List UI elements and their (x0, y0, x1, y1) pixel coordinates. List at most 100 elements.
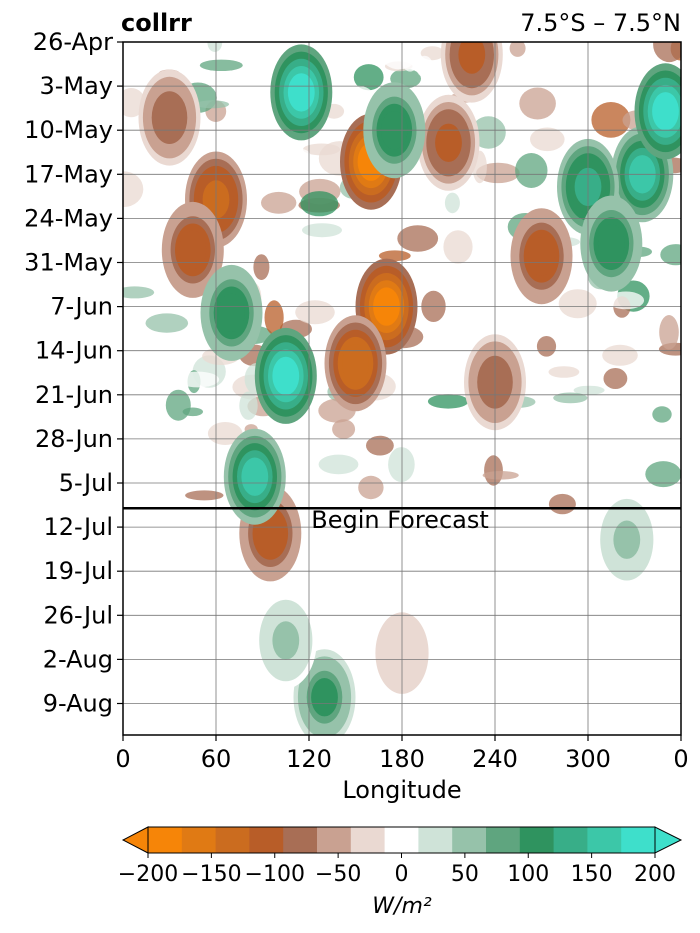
y-tick-label: 28-Jun (35, 425, 113, 453)
contour-band (597, 224, 625, 263)
x-tick-label: 0 (673, 745, 688, 773)
negative-anomaly-feature (161, 201, 224, 298)
contour-band (156, 98, 183, 137)
anomaly-speckle (207, 42, 223, 52)
contour-band (241, 457, 269, 496)
anomaly-speckle (607, 291, 645, 310)
anomaly-speckle (602, 344, 638, 366)
anomaly-speckle (558, 289, 597, 319)
colorbar-swatch (452, 827, 487, 853)
colorbar-swatch (587, 827, 622, 853)
anomaly-speckle (185, 490, 224, 501)
y-tick-label: 19-Jul (44, 557, 114, 585)
y-tick-label: 3-May (39, 72, 113, 100)
anomaly-speckle (302, 223, 342, 238)
x-tick-label: 0 (115, 745, 130, 773)
anomaly-speckle (591, 102, 631, 138)
anomaly-speckle (548, 493, 576, 515)
anomaly-speckle (553, 392, 588, 404)
plot-area (123, 42, 681, 735)
anomaly-speckle (573, 385, 605, 395)
positive-anomaly-feature (580, 195, 643, 292)
contour-band (272, 356, 300, 396)
positive-anomaly-feature (223, 428, 286, 525)
anomaly-speckle (195, 100, 230, 109)
colorbar-tick-label: 50 (451, 862, 479, 887)
forecast-label: Begin Forecast (311, 506, 489, 534)
chart-title-left: collrr (121, 9, 192, 37)
x-tick-label: 120 (286, 745, 332, 773)
x-tick-label: 60 (201, 745, 232, 773)
colorbar-tick-label: −100 (245, 862, 305, 887)
negative-anomaly-feature (138, 69, 201, 166)
contour-band (613, 520, 641, 559)
anomaly-speckle (123, 171, 144, 207)
positive-anomaly-feature (254, 327, 317, 424)
y-tick-label: 10-May (24, 116, 113, 144)
x-axis-label: Longitude (342, 776, 461, 804)
y-tick-label: 7-Jun (50, 293, 113, 321)
positive-anomaly-feature (200, 264, 263, 361)
y-tick-label: 26-Apr (33, 28, 113, 56)
contour-band (218, 293, 245, 333)
anomaly-speckle (427, 394, 469, 409)
colorbar: −200 −150 −100 −50 0 50 100 150 200 (118, 826, 683, 887)
y-tick-label: 9-Aug (43, 690, 113, 718)
anomaly-speckle (660, 244, 681, 266)
colorbar-swatch (283, 827, 318, 853)
negative-anomaly-feature (324, 315, 387, 412)
anomaly-speckle (536, 336, 557, 357)
colorbar-swatch (418, 827, 453, 853)
anomaly-speckle (530, 127, 565, 152)
y-tick-label: 24-May (24, 204, 113, 232)
anomaly-speckle (366, 435, 394, 456)
y-tick-label: 17-May (24, 160, 113, 188)
positive-anomaly-feature (254, 592, 317, 689)
anomaly-speckle (165, 389, 191, 421)
negative-anomaly-feature (440, 42, 503, 103)
anomaly-speckle (515, 153, 548, 188)
contour-band (652, 92, 679, 131)
anomaly-speckle (176, 371, 220, 388)
colorbar-tick-label: 100 (507, 862, 549, 887)
colorbar-swatch (317, 827, 352, 853)
anomaly-speckle (388, 447, 415, 483)
colorbar-swatch (249, 827, 284, 853)
contour-band (458, 42, 486, 74)
anomaly-speckle (509, 42, 526, 57)
anomaly-speckle (397, 225, 439, 252)
contour-band (272, 621, 300, 660)
anomaly-speckle (484, 455, 503, 486)
colorbar-tick-label: 150 (571, 862, 613, 887)
anomaly-speckle (603, 368, 628, 389)
anomaly-speckle (340, 85, 374, 106)
anomaly-speckle (519, 87, 556, 120)
contour-band (287, 73, 315, 112)
anomaly-speckle (476, 162, 520, 184)
anomaly-speckle (145, 313, 189, 333)
colorbar-tick-label: −200 (118, 862, 178, 887)
colorbar-swatch (486, 827, 521, 853)
colorbar-extend-high (654, 826, 683, 854)
positive-anomaly-feature (634, 63, 681, 160)
colorbar-swatch (384, 827, 419, 853)
anomaly-speckle (471, 116, 506, 149)
y-tick-label: 14-Jun (35, 337, 113, 365)
y-tick-label: 26-Jul (44, 601, 114, 629)
anomaly-speckle (123, 286, 155, 299)
contour-band (435, 123, 462, 162)
colorbar-extend-low (121, 826, 149, 854)
anomaly-speckle (416, 55, 433, 78)
colorbar-swatch (181, 827, 217, 853)
anomaly-speckle (280, 148, 311, 163)
anomaly-speckle (123, 204, 140, 215)
anomaly-speckle (332, 419, 356, 439)
colorbar-tick-label: −150 (181, 862, 241, 887)
negative-anomaly-feature (510, 208, 573, 305)
y-tick-label: 31-May (24, 249, 113, 277)
contour-band (342, 344, 369, 383)
chart-title-right: 7.5°S – 7.5°N (520, 9, 681, 37)
anomaly-speckle (507, 481, 530, 499)
anomaly-speckle (444, 192, 460, 214)
colorbar-tick-label: 200 (634, 862, 676, 887)
